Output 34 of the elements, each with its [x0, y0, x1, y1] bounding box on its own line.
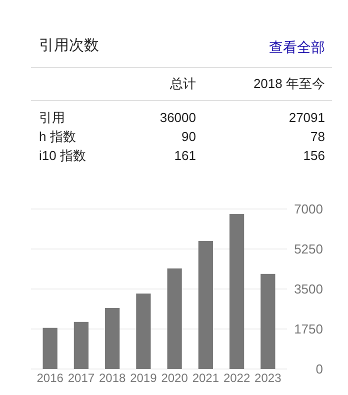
- text: 156: [303, 148, 325, 163]
- text: 90: [182, 129, 196, 144]
- category-label: i10 指数: [39, 148, 86, 163]
- bar: [136, 294, 151, 369]
- bar: [42, 328, 58, 369]
- bar: [74, 322, 89, 369]
- bar: [229, 214, 244, 369]
- category-label: h 指数: [39, 129, 76, 144]
- bar: [198, 241, 213, 369]
- text: 查看全部: [269, 39, 325, 55]
- y-tick-label: 5250: [294, 242, 323, 257]
- y-tick-label: 0: [316, 362, 323, 377]
- text: 161: [174, 148, 196, 163]
- text: 78: [310, 129, 325, 144]
- x-tick-label: 2016: [36, 371, 64, 385]
- text: 36000: [160, 110, 196, 125]
- bar: [260, 274, 276, 369]
- text: 引用次数: [39, 37, 99, 54]
- x-tick-label: 2022: [223, 371, 250, 385]
- x-tick-label: 2017: [68, 371, 95, 385]
- x-tick-label: 2023: [254, 371, 282, 385]
- bar: [167, 268, 182, 369]
- bar: [105, 308, 120, 369]
- y-tick-label: 7000: [294, 202, 323, 217]
- x-tick-label: 2018: [98, 371, 126, 385]
- y-tick-label: 1750: [294, 322, 323, 337]
- x-tick-label: 2020: [161, 371, 188, 385]
- x-tick-label: 2019: [130, 371, 158, 385]
- category-label: 2018 年至今: [253, 76, 325, 91]
- text: 27091: [288, 110, 325, 125]
- x-tick-label: 2021: [192, 371, 220, 385]
- category-label: 引用: [39, 110, 65, 125]
- y-tick-label: 3500: [294, 282, 323, 297]
- category-label: 总计: [169, 76, 196, 91]
